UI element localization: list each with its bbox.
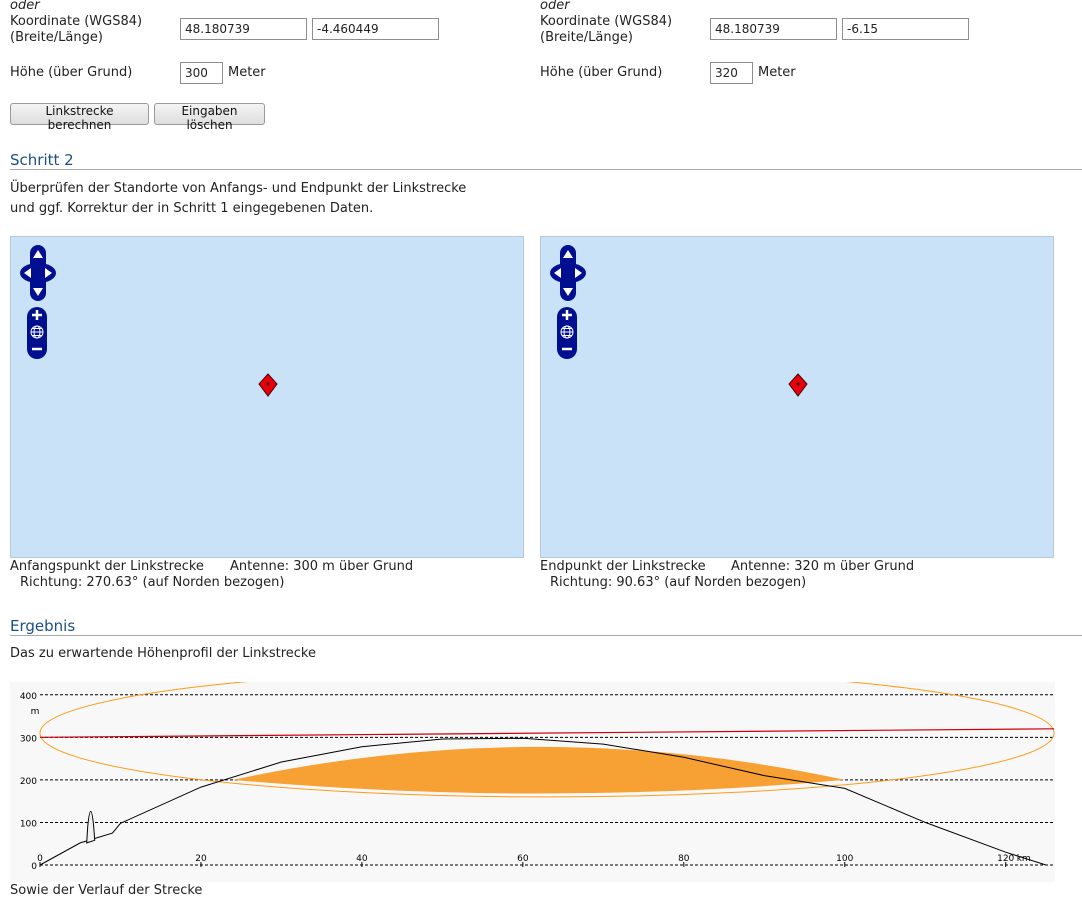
end-height-input[interactable] (710, 62, 753, 84)
zoom-control[interactable] (27, 307, 47, 359)
start-map-caption: Anfangspunkt der Linkstrecke (10, 559, 204, 574)
end-oder-label: oder (540, 0, 570, 13)
start-coordinate-sublabel: (Breite/Länge) (10, 30, 103, 45)
pan-control-icon[interactable] (549, 245, 587, 301)
calculate-link-button[interactable]: Linkstrecke berechnen (10, 103, 149, 132)
start-longitude-input[interactable] (312, 18, 439, 40)
terrain-profile-line (39, 737, 1047, 866)
end-longitude-input[interactable] (842, 18, 969, 40)
y-tick-label: 100 (20, 819, 37, 829)
obstruction-area (233, 746, 845, 794)
result-footer: Sowie der Verlauf der Strecke (10, 883, 203, 898)
x-tick-label: 120 (997, 854, 1014, 864)
end-coordinate-sublabel: (Breite/Länge) (540, 30, 633, 45)
end-map-direction: Richtung: 90.63° (auf Norden bezogen) (550, 575, 807, 590)
start-map-antenna: Antenne: 300 m über Grund (230, 559, 414, 574)
x-tick-label: 20 (195, 854, 207, 864)
start-oder-label: oder (10, 0, 40, 13)
y-unit-label: m (31, 707, 40, 717)
y-tick-label: 300 (20, 734, 37, 744)
x-tick-label: 60 (517, 854, 529, 864)
x-unit-label: km (1017, 854, 1031, 864)
result-title: Ergebnis (10, 617, 76, 635)
start-height-input[interactable] (180, 62, 223, 84)
height-profile-chart: 0 100 200 300 400 m 0 20 40 60 80 100 120 km (10, 682, 1055, 882)
end-point-map[interactable] (540, 236, 1054, 558)
start-height-unit: Meter (228, 65, 266, 80)
fresnel-zone-ellipse (39, 682, 1055, 798)
x-tick-label: 0 (37, 854, 43, 864)
end-coordinate-label: Koordinate (WGS84) (540, 14, 673, 29)
x-tick-label: 80 (678, 854, 690, 864)
zoom-control[interactable] (557, 307, 577, 359)
end-height-unit: Meter (758, 65, 796, 80)
globe-icon (560, 325, 574, 339)
y-tick-label: 400 (20, 692, 37, 702)
y-tick-label: 200 (20, 777, 37, 787)
step2-title: Schritt 2 (10, 151, 74, 169)
location-marker-icon[interactable] (258, 373, 278, 397)
x-tick-label: 100 (836, 854, 853, 864)
result-description: Das zu erwartende Höhenprofil der Linkst… (10, 646, 316, 661)
zoom-in-icon (562, 310, 572, 320)
x-tick-label: 40 (356, 854, 368, 864)
start-height-label: Höhe (über Grund) (10, 65, 133, 80)
start-point-map[interactable] (10, 236, 524, 558)
step2-description-line2: und ggf. Korrektur der in Schritt 1 eing… (10, 201, 374, 216)
step2-description-line1: Überprüfen der Standorte von Anfangs- un… (10, 181, 467, 196)
globe-icon (30, 325, 44, 339)
line-of-sight (39, 728, 1055, 738)
pan-control-icon[interactable] (19, 245, 57, 301)
clear-inputs-button[interactable]: Eingaben löschen (154, 103, 265, 132)
end-map-antenna: Antenne: 320 m über Grund (731, 559, 915, 574)
end-height-label: Höhe (über Grund) (540, 65, 663, 80)
start-map-direction: Richtung: 270.63° (auf Norden bezogen) (20, 575, 285, 590)
result-divider (10, 635, 1082, 636)
step2-divider (10, 169, 1082, 170)
end-map-caption: Endpunkt der Linkstrecke (540, 559, 706, 574)
start-latitude-input[interactable] (180, 18, 307, 40)
end-latitude-input[interactable] (710, 18, 837, 40)
start-coordinate-label: Koordinate (WGS84) (10, 14, 143, 29)
terrain-spike (86, 810, 96, 844)
location-marker-icon[interactable] (788, 373, 808, 397)
y-tick-label: 0 (31, 862, 37, 872)
zoom-in-icon (32, 310, 42, 320)
